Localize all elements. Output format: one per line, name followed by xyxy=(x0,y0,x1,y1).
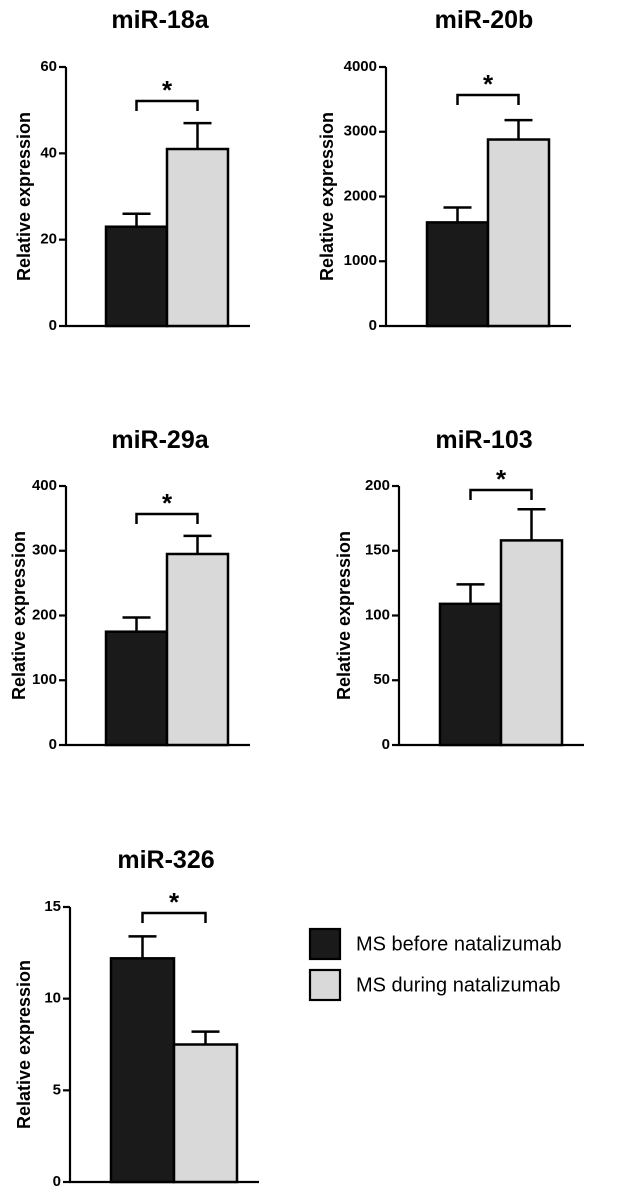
y-tick-label: 0 xyxy=(53,1173,61,1190)
legend: MS before natalizumab MS during natalizum… xyxy=(308,927,562,1002)
legend-swatch xyxy=(308,968,342,1002)
y-tick-label: 0 xyxy=(369,317,377,334)
y-tick-label: 40 xyxy=(40,144,57,161)
y-tick-label: 300 xyxy=(32,542,57,559)
bar xyxy=(104,225,169,328)
significance-marker: * xyxy=(483,69,494,99)
y-axis-label: Relative expression xyxy=(9,531,29,700)
bar xyxy=(499,539,564,747)
bar xyxy=(165,147,230,328)
bar xyxy=(486,138,551,328)
y-tick-label: 400 xyxy=(32,477,57,494)
y-tick-label: 100 xyxy=(32,671,57,688)
significance-bracket xyxy=(135,99,199,111)
y-tick-label: 200 xyxy=(32,606,57,623)
legend-label: MS during natalizumab xyxy=(356,974,561,996)
significance-marker: * xyxy=(162,488,173,518)
significance-bracket xyxy=(469,488,533,500)
y-axis-label: Relative expression xyxy=(14,112,34,281)
y-tick-label: 20 xyxy=(40,231,57,248)
legend-swatch xyxy=(308,927,342,961)
y-tick-label: 15 xyxy=(44,898,61,915)
bar xyxy=(104,630,169,747)
y-tick-label: 2000 xyxy=(344,187,377,204)
y-axis-label: Relative expression xyxy=(334,531,354,700)
legend-label: MS before natalizumab xyxy=(356,933,562,955)
y-tick-label: 100 xyxy=(365,606,390,623)
bar xyxy=(438,602,503,747)
bar xyxy=(165,552,230,747)
chart-panel-4: miR-103 Relative expression 0 50 100 150 200 * xyxy=(334,426,584,753)
chart-title: miR-18a xyxy=(111,6,209,34)
y-axis-label: Relative expression xyxy=(317,112,337,281)
y-axis-label: Relative expression xyxy=(14,960,34,1129)
chart-title: miR-103 xyxy=(435,426,532,454)
significance-bracket xyxy=(141,911,207,923)
significance-marker: * xyxy=(496,464,507,494)
significance-marker: * xyxy=(162,75,173,105)
chart-title: miR-20b xyxy=(435,6,534,34)
bar xyxy=(109,957,176,1184)
significance-marker: * xyxy=(169,887,180,917)
chart-title: miR-326 xyxy=(117,846,214,874)
y-tick-label: 1000 xyxy=(344,252,377,269)
y-tick-label: 0 xyxy=(49,317,57,334)
y-tick-label: 60 xyxy=(40,58,57,75)
bar xyxy=(425,221,490,328)
y-tick-label: 4000 xyxy=(344,58,377,75)
chart-panel-2: miR-20b Relative expression 0 1000 2000 3000 4… xyxy=(317,6,571,334)
y-tick-label: 0 xyxy=(382,736,390,753)
y-tick-label: 3000 xyxy=(344,123,377,140)
chart-panel-1: miR-18a Relative expression 0 20 40 60 * xyxy=(14,6,250,334)
significance-bracket xyxy=(456,93,520,105)
significance-bracket xyxy=(135,512,199,524)
y-tick-label: 0 xyxy=(49,736,57,753)
y-tick-label: 50 xyxy=(373,671,390,688)
y-tick-label: 150 xyxy=(365,542,390,559)
y-tick-label: 200 xyxy=(365,477,390,494)
chart-panel-3: miR-29a Relative expression 0 100 200 300 400 * xyxy=(9,426,250,753)
y-tick-label: 5 xyxy=(53,1081,61,1098)
chart-panel-5: miR-326 Relative expression 0 5 10 15 * xyxy=(14,846,259,1190)
y-tick-label: 10 xyxy=(44,990,61,1007)
bar xyxy=(172,1043,239,1184)
chart-title: miR-29a xyxy=(111,426,209,454)
